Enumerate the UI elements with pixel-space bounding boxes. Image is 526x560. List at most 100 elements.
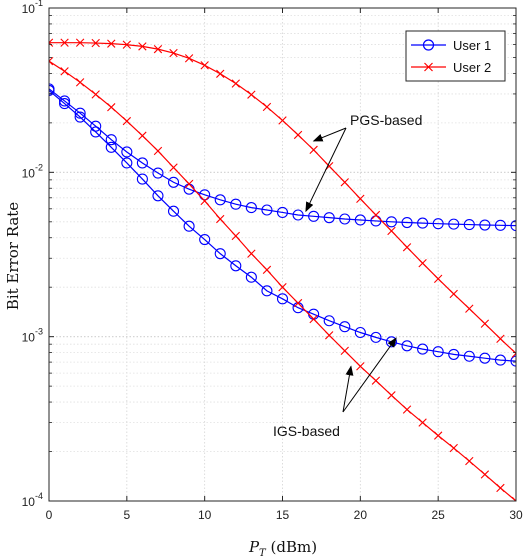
data-point [122, 116, 132, 126]
data-point [184, 179, 194, 189]
data-point [261, 285, 273, 297]
series-line [49, 88, 516, 227]
data-point [371, 376, 381, 385]
data-point [309, 145, 318, 155]
data-point [90, 120, 102, 132]
series-3 [49, 38, 516, 358]
data-point [339, 213, 351, 225]
data-point [276, 293, 289, 305]
data-point [167, 176, 180, 188]
annotation-2: IGS-based [273, 337, 397, 439]
data-point [105, 134, 117, 146]
data-point [417, 217, 429, 229]
data-point [152, 190, 164, 202]
data-point [448, 348, 460, 360]
data-point [59, 95, 71, 107]
series-layer [49, 38, 516, 501]
data-point [90, 126, 102, 138]
data-point [480, 470, 490, 479]
data-point [449, 289, 458, 299]
annotation-1: PGS-based [305, 112, 422, 213]
data-point [370, 331, 382, 343]
x-tick-label: 0 [46, 508, 53, 522]
data-point [325, 331, 334, 340]
data-point [49, 38, 54, 47]
legend-label-user1: User 1 [453, 38, 491, 53]
data-point [510, 355, 516, 367]
data-point [60, 38, 69, 47]
annotations: PGS-based IGS-based [273, 112, 422, 439]
data-point [169, 163, 178, 172]
data-point [479, 352, 491, 364]
data-point [230, 198, 242, 210]
data-point [59, 98, 71, 110]
data-point [91, 90, 100, 99]
data-point [308, 210, 320, 222]
data-point [107, 103, 116, 112]
annotation-arrow [305, 127, 347, 213]
y-tick-label: 10-1 [22, 0, 43, 16]
data-point [184, 54, 194, 63]
data-point [153, 44, 163, 54]
series-1 [49, 83, 516, 232]
data-point [463, 350, 475, 362]
x-axis-label-main: P [248, 538, 260, 556]
data-point [354, 214, 366, 226]
x-axis-label-unit: (dBm) [266, 538, 317, 556]
data-point [496, 483, 505, 493]
data-point [261, 204, 273, 216]
data-point [49, 84, 55, 96]
data-point [494, 219, 506, 231]
data-point [480, 319, 490, 328]
data-point [496, 334, 505, 344]
data-point [138, 42, 147, 51]
data-point [449, 443, 458, 453]
legend-entry-user1: User 1 [411, 38, 491, 53]
data-point [309, 314, 318, 324]
data-point [354, 326, 366, 339]
y-tick-label: 10-4 [22, 491, 43, 509]
data-point [183, 220, 195, 232]
data-point [401, 340, 413, 352]
data-point [216, 214, 225, 224]
data-point [465, 456, 474, 466]
data-point [511, 496, 516, 501]
svg-text:PT (dBm): PT (dBm) [248, 538, 317, 559]
data-point [107, 39, 116, 48]
legend: User 1 User 2 [405, 30, 506, 82]
data-point [433, 431, 443, 440]
data-point [432, 218, 444, 230]
data-point [200, 196, 209, 206]
data-point [417, 343, 429, 355]
legend-box [405, 30, 506, 82]
data-point [418, 258, 427, 268]
data-point [214, 194, 226, 206]
data-point [136, 173, 148, 185]
data-point [121, 146, 133, 158]
data-point [385, 216, 398, 228]
data-point [245, 271, 257, 283]
data-point [479, 219, 491, 231]
data-point [356, 362, 365, 371]
data-point [199, 233, 211, 246]
data-point [293, 130, 303, 140]
data-point [323, 315, 335, 327]
x-tick-label: 30 [509, 508, 523, 522]
data-point [510, 220, 516, 232]
data-point [463, 219, 475, 231]
data-point [60, 67, 69, 76]
data-point [230, 260, 242, 272]
series-4 [49, 56, 516, 501]
annotation-arrow [312, 127, 347, 142]
x-tick-label: 15 [276, 508, 290, 522]
data-point [121, 157, 133, 169]
legend-entry-user2: User 2 [411, 60, 491, 75]
data-point [105, 141, 117, 153]
data-point [231, 231, 240, 241]
series-line [49, 89, 516, 362]
data-point [401, 216, 413, 229]
data-point [448, 218, 460, 230]
data-point [138, 131, 147, 140]
